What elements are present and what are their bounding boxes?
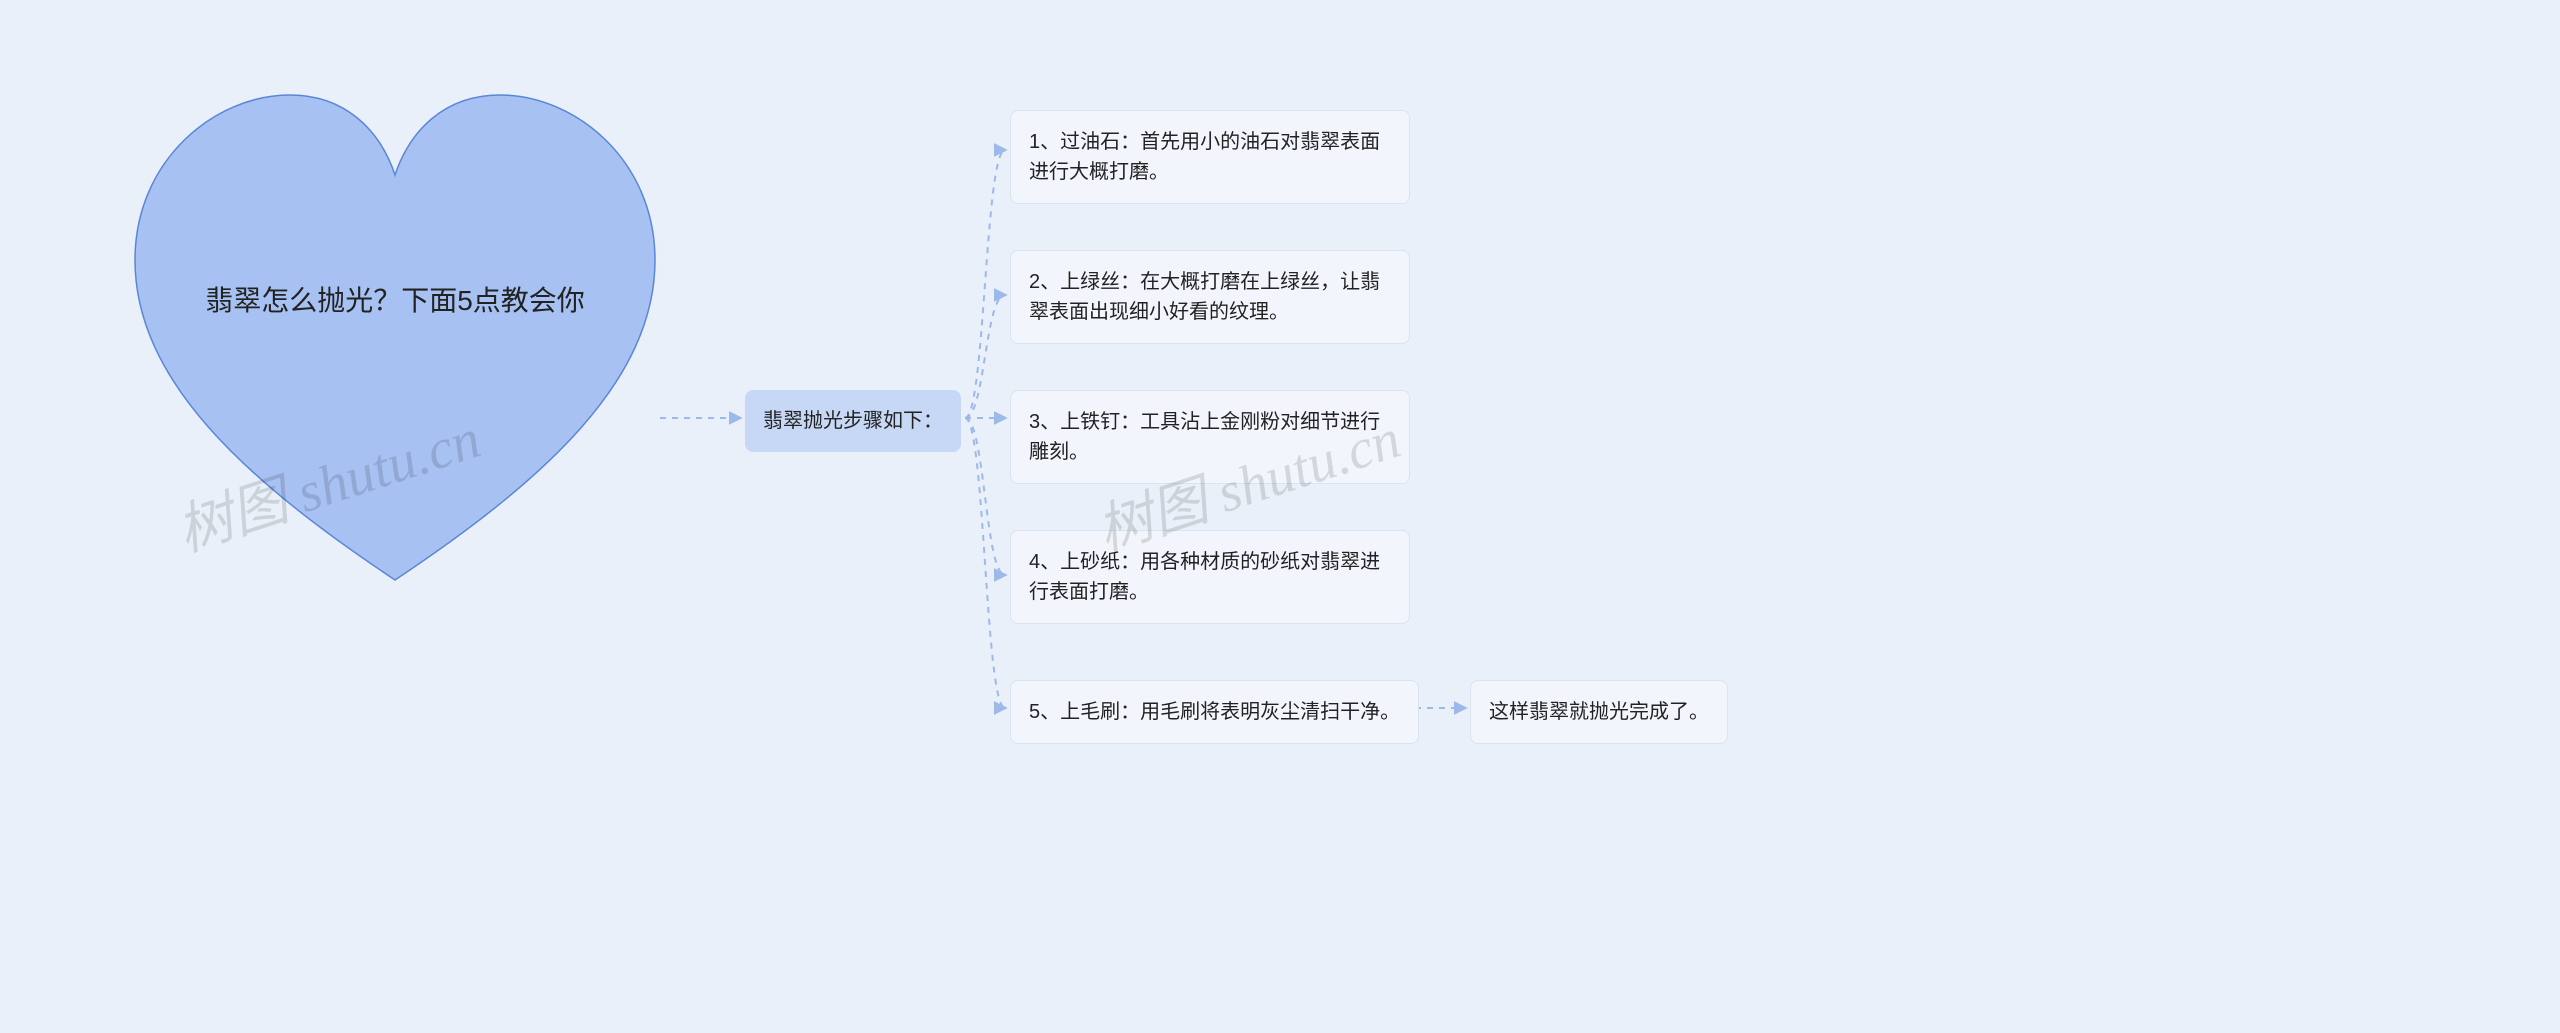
step-label: 5、上毛刷：用毛刷将表明灰尘清扫干净。 xyxy=(1029,701,1400,723)
root-title: 翡翠怎么抛光？下面5点教会你 xyxy=(205,280,585,322)
mindmap-canvas: 翡翠怎么抛光？下面5点教会你 翡翠抛光步骤如下： 1、过油石：首先用小的油石对翡… xyxy=(0,0,2560,1033)
subtopic-node[interactable]: 翡翠抛光步骤如下： xyxy=(745,390,961,452)
step-label: 3、上铁钉：工具沾上金刚粉对细节进行雕刻。 xyxy=(1029,411,1380,463)
heart-shape xyxy=(115,80,675,600)
conclusion-node[interactable]: 这样翡翠就抛光完成了。 xyxy=(1470,680,1728,744)
conclusion-label: 这样翡翠就抛光完成了。 xyxy=(1489,701,1709,723)
root-node[interactable]: 翡翠怎么抛光？下面5点教会你 xyxy=(115,80,675,600)
step-node-2[interactable]: 2、上绿丝：在大概打磨在上绿丝，让翡翠表面出现细小好看的纹理。 xyxy=(1010,250,1410,344)
step-label: 1、过油石：首先用小的油石对翡翠表面进行大概打磨。 xyxy=(1029,131,1380,183)
step-node-4[interactable]: 4、上砂纸：用各种材质的砂纸对翡翠进行表面打磨。 xyxy=(1010,530,1410,624)
subtopic-label: 翡翠抛光步骤如下： xyxy=(763,410,943,432)
step-node-5[interactable]: 5、上毛刷：用毛刷将表明灰尘清扫干净。 xyxy=(1010,680,1419,744)
step-label: 2、上绿丝：在大概打磨在上绿丝，让翡翠表面出现细小好看的纹理。 xyxy=(1029,271,1380,323)
step-node-1[interactable]: 1、过油石：首先用小的油石对翡翠表面进行大概打磨。 xyxy=(1010,110,1410,204)
step-node-3[interactable]: 3、上铁钉：工具沾上金刚粉对细节进行雕刻。 xyxy=(1010,390,1410,484)
step-label: 4、上砂纸：用各种材质的砂纸对翡翠进行表面打磨。 xyxy=(1029,551,1380,603)
